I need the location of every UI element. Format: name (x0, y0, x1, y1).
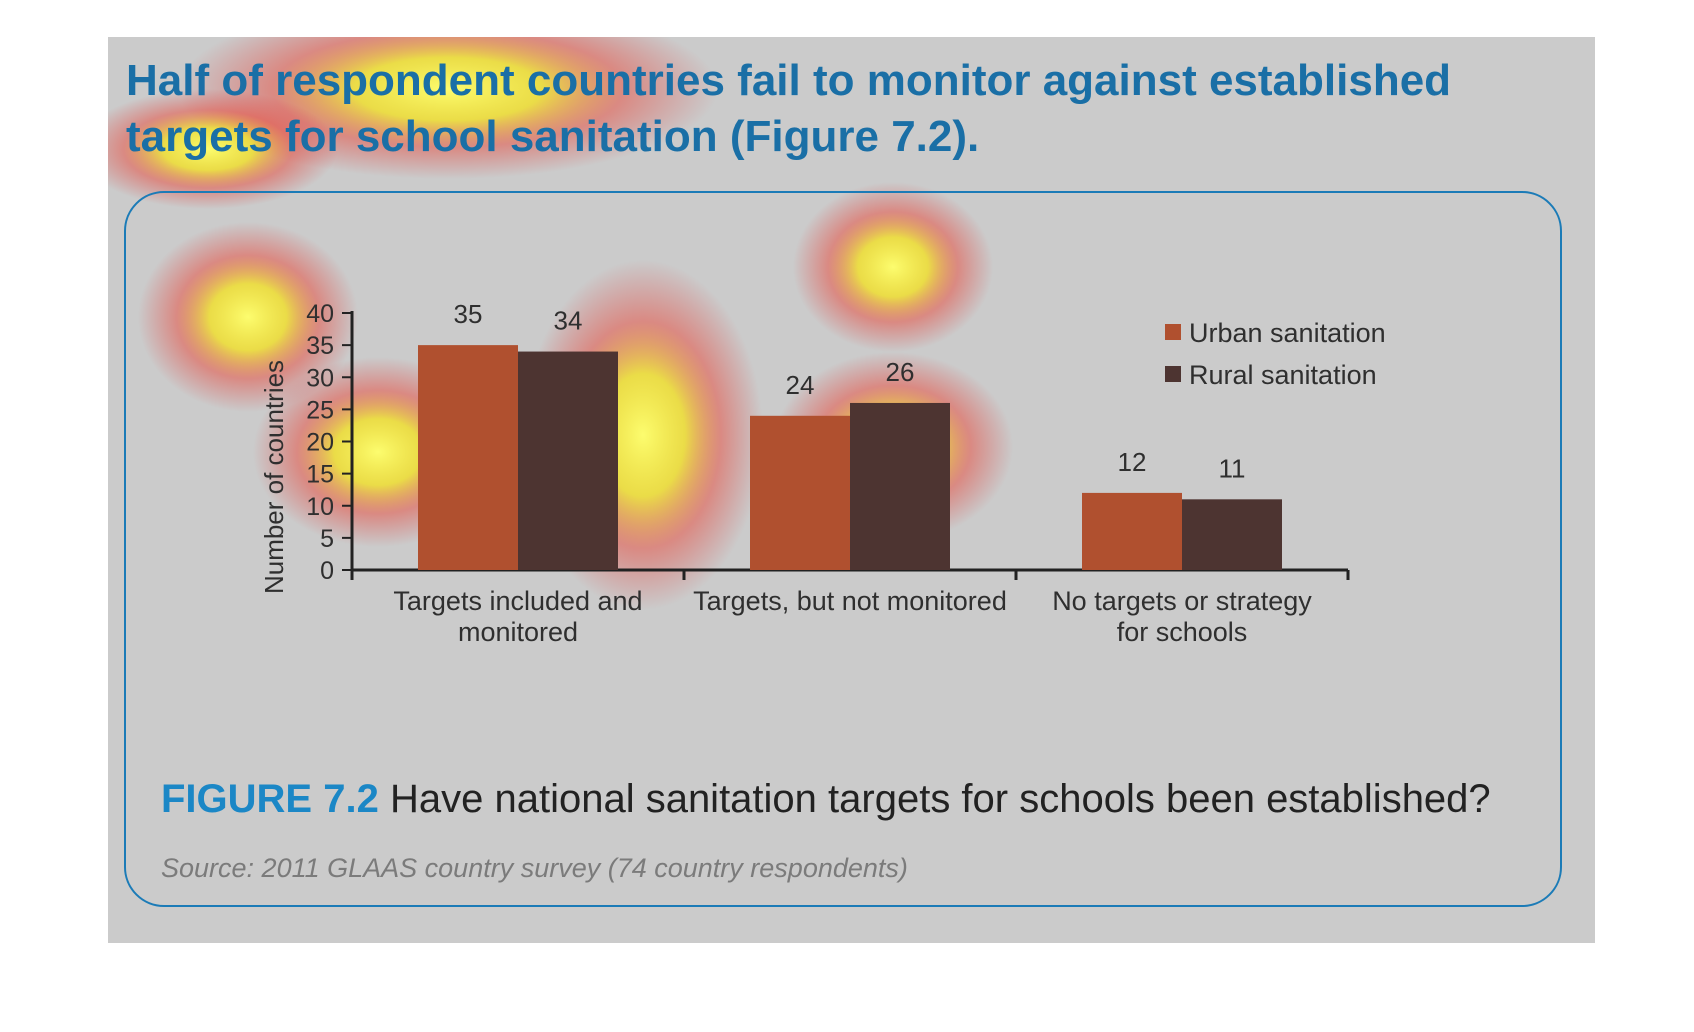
category-label: Targets included and (393, 586, 642, 616)
y-tick-label: 15 (306, 461, 334, 489)
bar (1082, 492, 1182, 570)
legend-label: Urban sanitation (1189, 318, 1386, 348)
y-tick-label: 40 (306, 300, 334, 328)
figure-caption: FIGURE 7.2 Have national sanitation targ… (161, 777, 1491, 822)
y-tick-label: 35 (306, 332, 334, 360)
bar (750, 415, 850, 570)
category-label: monitored (458, 617, 578, 647)
source-note: Source: 2011 GLAAS country survey (74 co… (161, 853, 908, 883)
category-label: No targets or strategy (1052, 586, 1312, 616)
bar-value-label: 12 (1118, 447, 1147, 477)
bar (518, 351, 618, 570)
y-tick-label: 30 (306, 364, 334, 392)
category-label: for schools (1117, 617, 1248, 647)
legend-label: Rural sanitation (1189, 360, 1377, 390)
bar-value-label: 34 (554, 306, 583, 336)
y-tick-label: 5 (320, 525, 334, 553)
page-heading: Half of respondent countries fail to mon… (126, 56, 1452, 161)
y-axis: 0 5 10 15 20 25 30 35 40 (306, 300, 354, 585)
y-tick-label: 10 (306, 493, 334, 521)
y-tick-label: 25 (306, 396, 334, 424)
bar-value-label: 26 (886, 357, 915, 387)
y-axis-label: Number of countries (259, 360, 289, 594)
bar-value-label: 24 (786, 370, 815, 400)
y-tick-label: 20 (306, 429, 334, 457)
figure-number: FIGURE 7.2 (161, 777, 379, 821)
figure-title: Have national sanitation targets for sch… (389, 777, 1491, 821)
bar-chart: Number of countries 0 5 10 15 20 25 30 35 40 35 2… (259, 299, 1386, 647)
bars (418, 345, 1282, 570)
y-tick-label: 0 (320, 557, 334, 585)
figure-frame (124, 191, 1562, 907)
legend: Urban sanitation Rural sanitation (1165, 318, 1386, 390)
bar-value-label: 11 (1219, 453, 1246, 483)
legend-swatch (1165, 366, 1181, 382)
data-labels: 35 24 12 34 26 11 (454, 299, 1246, 483)
slide-panel: Half of respondent countries fail to mon… (108, 37, 1595, 943)
x-axis (350, 568, 1350, 580)
bar (418, 345, 518, 570)
bar-value-label: 35 (454, 299, 483, 329)
legend-swatch (1165, 324, 1181, 340)
bar (1182, 499, 1282, 570)
category-label: Targets, but not monitored (693, 586, 1007, 616)
bar (850, 402, 950, 570)
